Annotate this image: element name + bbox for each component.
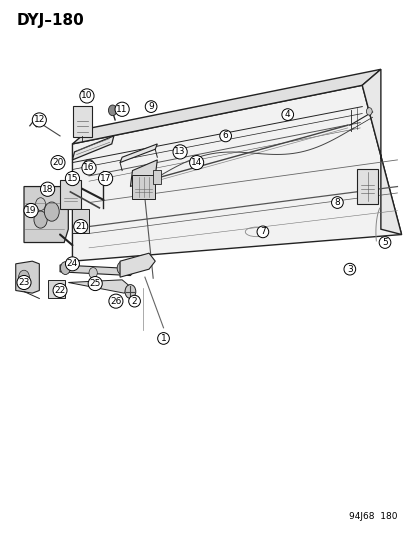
Text: 18: 18 — [42, 185, 53, 193]
Text: 15: 15 — [66, 174, 78, 183]
Text: 7: 7 — [259, 228, 265, 236]
Polygon shape — [24, 187, 68, 243]
Text: 24: 24 — [66, 260, 78, 268]
Circle shape — [60, 262, 70, 274]
Text: 26: 26 — [110, 297, 121, 305]
Text: 8: 8 — [334, 198, 339, 207]
Circle shape — [44, 202, 59, 221]
Circle shape — [36, 198, 45, 211]
Circle shape — [34, 211, 47, 228]
FancyBboxPatch shape — [48, 280, 65, 298]
Polygon shape — [16, 261, 39, 293]
FancyBboxPatch shape — [60, 180, 81, 209]
Text: 12: 12 — [33, 116, 45, 124]
Text: 9: 9 — [148, 102, 154, 111]
Polygon shape — [72, 69, 380, 144]
Circle shape — [19, 270, 29, 284]
Polygon shape — [68, 280, 130, 293]
Polygon shape — [72, 85, 401, 261]
Polygon shape — [130, 160, 157, 187]
Text: 4: 4 — [284, 110, 290, 119]
Text: 17: 17 — [100, 174, 111, 183]
Text: 25: 25 — [89, 279, 101, 288]
Circle shape — [366, 108, 371, 115]
Polygon shape — [120, 144, 157, 163]
Text: 10: 10 — [81, 92, 93, 100]
FancyBboxPatch shape — [131, 175, 154, 199]
Polygon shape — [60, 261, 136, 276]
Text: 14: 14 — [190, 158, 202, 167]
Circle shape — [83, 159, 94, 173]
Text: 19: 19 — [25, 206, 37, 215]
Polygon shape — [120, 253, 155, 277]
Text: 23: 23 — [18, 278, 30, 287]
FancyBboxPatch shape — [356, 169, 377, 204]
FancyBboxPatch shape — [152, 170, 161, 184]
Circle shape — [117, 262, 127, 274]
Text: 2: 2 — [131, 297, 137, 305]
Text: 5: 5 — [381, 238, 387, 247]
Text: 94J68  180: 94J68 180 — [348, 512, 396, 521]
FancyBboxPatch shape — [73, 106, 92, 137]
Circle shape — [108, 105, 116, 116]
FancyBboxPatch shape — [71, 209, 89, 233]
Text: 11: 11 — [116, 105, 128, 114]
Text: 20: 20 — [52, 158, 64, 167]
Circle shape — [125, 285, 135, 298]
Text: 1: 1 — [160, 334, 166, 343]
Circle shape — [89, 268, 97, 278]
Text: 21: 21 — [75, 222, 86, 231]
Text: 22: 22 — [54, 286, 66, 295]
Polygon shape — [72, 136, 114, 160]
Text: DYJ–180: DYJ–180 — [17, 13, 84, 28]
Text: 13: 13 — [174, 148, 185, 156]
Text: 3: 3 — [346, 265, 352, 273]
Text: 6: 6 — [222, 132, 228, 140]
Polygon shape — [361, 69, 401, 235]
Text: 16: 16 — [83, 164, 95, 172]
